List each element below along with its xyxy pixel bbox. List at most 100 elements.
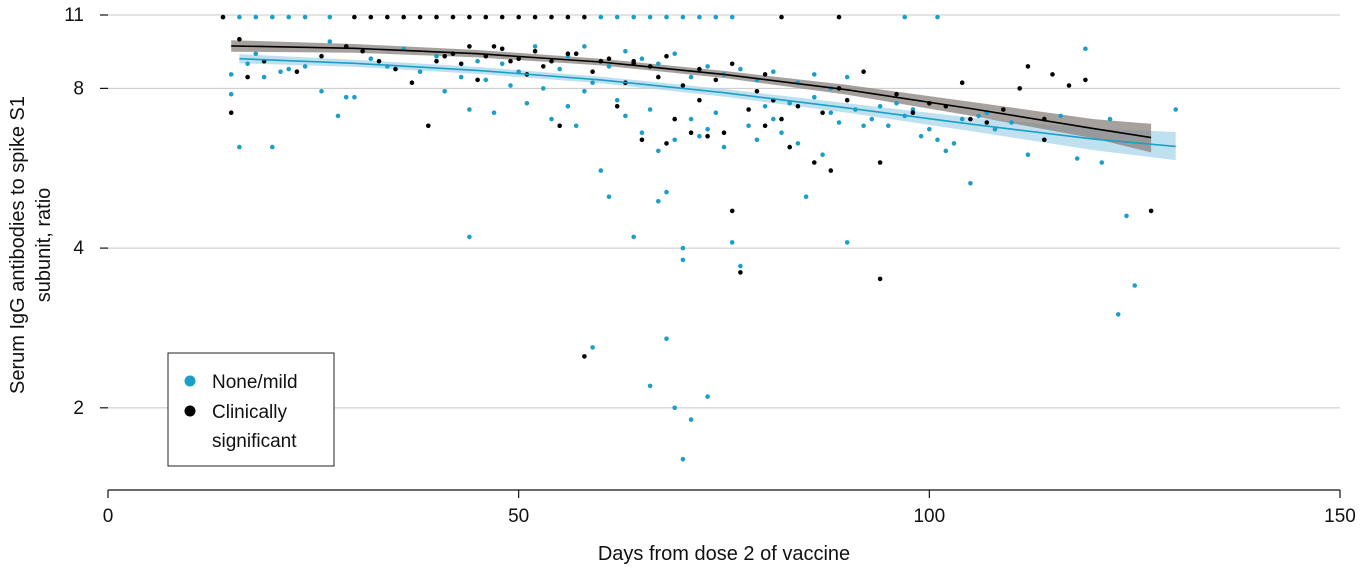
point-clinically-significant-73 — [910, 110, 916, 115]
point-none-mild-85 — [918, 133, 924, 139]
point-clinically-significant-16 — [779, 14, 784, 20]
point-clinically-significant-49 — [680, 83, 686, 88]
point-clinically-significant-79 — [1001, 107, 1006, 112]
point-none-mild-115 — [656, 199, 661, 204]
point-clinically-significant-12 — [532, 14, 538, 20]
point-none-mild-20 — [343, 94, 349, 100]
data-points — [220, 14, 1178, 462]
point-none-mild-6 — [327, 14, 333, 20]
point-clinically-significant-56 — [738, 270, 743, 275]
point-clinically-significant-102 — [729, 61, 735, 67]
point-none-mild-56 — [680, 257, 686, 263]
point-none-mild-19 — [335, 113, 341, 119]
point-clinically-significant-47 — [664, 141, 669, 146]
confidence-bands — [231, 40, 1176, 161]
point-clinically-significant-62 — [787, 144, 792, 150]
point-none-mild-133 — [672, 51, 677, 56]
point-clinically-significant-53 — [713, 77, 719, 83]
point-none-mild-28 — [458, 74, 464, 80]
point-none-mild-33 — [499, 61, 505, 67]
point-none-mild-71 — [803, 194, 809, 199]
point-clinically-significant-78 — [984, 120, 990, 125]
point-clinically-significant-55 — [729, 208, 735, 214]
point-none-mild-68 — [779, 130, 784, 135]
point-clinically-significant-13 — [549, 14, 554, 20]
point-clinically-significant-18 — [228, 110, 234, 115]
point-clinically-significant-77 — [968, 116, 973, 122]
point-clinically-significant-3 — [385, 14, 390, 20]
point-clinically-significant-87 — [1148, 208, 1154, 214]
point-none-mild-122 — [697, 14, 702, 20]
point-clinically-significant-66 — [828, 168, 834, 173]
point-none-mild-137 — [738, 66, 743, 72]
point-clinically-significant-96 — [549, 58, 554, 64]
point-none-mild-27 — [442, 89, 448, 94]
point-clinically-significant-69 — [861, 69, 866, 74]
fit-line-clinically-significant — [231, 45, 1152, 139]
point-none-mild-98 — [1058, 113, 1063, 119]
point-clinically-significant-37 — [557, 123, 562, 129]
point-none-mild-47 — [614, 97, 620, 103]
point-none-mild-66 — [762, 104, 768, 109]
y-tick-label-8: 8 — [73, 78, 84, 99]
point-none-mild-13 — [270, 144, 275, 150]
point-none-mild-96 — [1025, 152, 1031, 157]
point-none-mild-12 — [261, 74, 267, 80]
legend-label-significant: significant — [212, 431, 297, 452]
point-none-mild-26 — [434, 53, 439, 59]
point-none-mild-87 — [935, 137, 940, 143]
legend-marker-none-mild — [184, 375, 196, 387]
point-none-mild-31 — [483, 77, 489, 83]
point-clinically-significant-63 — [795, 104, 801, 109]
point-clinically-significant-76 — [959, 80, 965, 85]
point-clinically-significant-28 — [409, 80, 415, 85]
point-none-mild-82 — [894, 101, 899, 106]
point-none-mild-78 — [861, 123, 866, 129]
point-none-mild-54 — [672, 137, 677, 143]
point-none-mild-114 — [705, 394, 710, 399]
point-none-mild-11 — [253, 51, 259, 56]
point-none-mild-67 — [771, 116, 776, 122]
point-clinically-significant-34 — [508, 58, 513, 64]
point-none-mild-75 — [836, 120, 842, 125]
point-clinically-significant-100 — [664, 53, 669, 59]
y-axis-title-line-1: Serum IgG antibodies to spike S1 — [7, 96, 29, 394]
point-none-mild-43 — [582, 89, 587, 94]
y-axis-title-line-2: subunit, ratio — [33, 188, 55, 303]
point-none-mild-64 — [746, 123, 751, 129]
point-clinically-significant-17 — [836, 14, 842, 20]
point-none-mild-94 — [992, 126, 998, 132]
point-none-mild-61 — [721, 144, 727, 150]
point-clinically-significant-31 — [458, 61, 464, 67]
point-none-mild-5 — [302, 14, 308, 20]
point-none-mild-130 — [623, 48, 628, 54]
x-tick-label-150: 150 — [1324, 506, 1356, 527]
point-none-mild-3 — [270, 14, 275, 20]
point-clinically-significant-7 — [450, 14, 456, 20]
point-none-mild-107 — [467, 234, 472, 240]
point-none-mild-4 — [286, 14, 292, 20]
point-none-mild-124 — [729, 14, 735, 20]
point-none-mild-95 — [1009, 120, 1014, 125]
point-clinically-significant-58 — [754, 89, 760, 94]
point-clinically-significant-6 — [434, 14, 439, 20]
point-none-mild-57 — [688, 116, 694, 122]
point-clinically-significant-65 — [820, 110, 825, 115]
point-none-mild-50 — [639, 130, 645, 135]
point-none-mild-125 — [902, 14, 907, 20]
point-none-mild-90 — [959, 116, 965, 122]
point-none-mild-76 — [844, 240, 850, 245]
x-tick-label-50: 50 — [508, 506, 529, 527]
point-clinically-significant-19 — [237, 37, 242, 42]
point-clinically-significant-10 — [499, 14, 505, 20]
point-none-mild-46 — [606, 194, 612, 199]
point-clinically-significant-15 — [582, 14, 587, 20]
y-tick-label-4: 4 — [73, 238, 84, 259]
point-none-mild-38 — [541, 86, 546, 91]
point-clinically-significant-88 — [582, 354, 587, 359]
point-clinically-significant-83 — [1050, 72, 1055, 77]
x-axis-title: Days from dose 2 of vaccine — [598, 543, 850, 565]
point-none-mild-59 — [705, 126, 710, 132]
point-none-mild-7 — [228, 72, 234, 77]
